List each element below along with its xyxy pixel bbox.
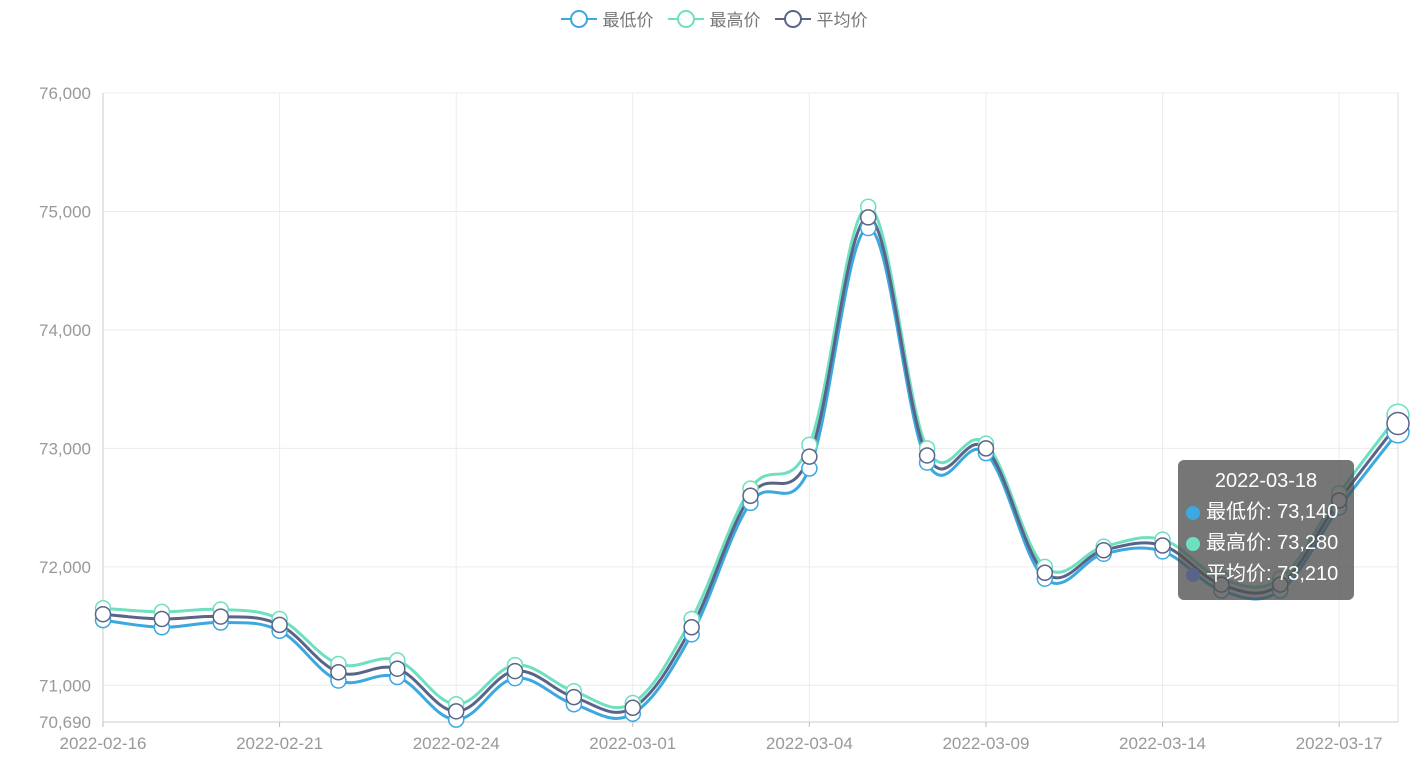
- x-tick-label: 2022-03-04: [766, 734, 853, 753]
- tooltip-high-value: 最高价: 73,280: [1206, 532, 1339, 554]
- y-tick-label: 72,000: [39, 558, 91, 577]
- data-point-2: [565, 688, 583, 706]
- legend-avg-label: 平均价: [816, 11, 868, 30]
- tooltip-high-dot-icon: [1186, 536, 1200, 551]
- data-point-2: [506, 662, 524, 680]
- data-point-2: [683, 618, 700, 636]
- data-point-2: [212, 608, 229, 625]
- y-tick-label: 74,000: [39, 321, 91, 340]
- data-point-2: [1154, 537, 1171, 554]
- tooltip-avg-value: 平均价: 73,210: [1206, 563, 1339, 585]
- legend-low-marker-icon: [560, 8, 597, 30]
- data-point-2: [94, 605, 112, 623]
- data-point-2: [859, 209, 877, 226]
- x-tick-label: 2022-02-24: [413, 734, 500, 753]
- series-line-1: [102, 205, 1400, 710]
- tooltip-low-value: 最低价: 73,140: [1206, 501, 1339, 523]
- data-point-2: [447, 703, 465, 720]
- tooltip-row-high: 最高价: 73,280: [1186, 528, 1346, 559]
- legend-high-marker-icon: [667, 8, 704, 30]
- x-tick-label: 2022-02-21: [236, 734, 323, 753]
- data-point-2: [742, 487, 759, 504]
- chart-tooltip: 2022-03-18 最低价: 73,140 最高价: 73,280 平均价: …: [1178, 460, 1354, 600]
- data-point-2: [330, 663, 347, 681]
- legend-avg-marker-icon: [774, 8, 811, 30]
- y-tick-label: 70,690: [39, 713, 91, 732]
- legend-high-label: 最高价: [709, 11, 761, 30]
- chart-legend: 最低价 最高价 平均价: [0, 6, 1428, 31]
- data-point-2: [1036, 564, 1054, 581]
- tooltip-avg-dot-icon: [1186, 567, 1200, 582]
- x-tick-label: 2022-03-01: [589, 734, 676, 753]
- legend-low-label: 最低价: [602, 11, 654, 30]
- x-tick-label: 2022-03-09: [942, 734, 1029, 753]
- y-tick-label: 76,000: [39, 84, 91, 103]
- data-point-2: [1386, 411, 1410, 436]
- x-tick-label: 2022-03-14: [1119, 734, 1206, 753]
- data-point-2: [153, 610, 171, 628]
- data-point-2: [624, 699, 642, 717]
- x-tick-label: 2022-02-16: [60, 734, 147, 753]
- y-tick-label: 73,000: [39, 439, 91, 458]
- data-point-2: [977, 440, 995, 457]
- data-point-2: [1095, 541, 1112, 559]
- legend-item-avg[interactable]: 平均价: [774, 6, 868, 31]
- tooltip-low-dot-icon: [1186, 505, 1200, 520]
- tooltip-row-low: 最低价: 73,140: [1186, 497, 1346, 528]
- x-tick-label: 2022-03-17: [1296, 734, 1383, 753]
- data-point-2: [389, 660, 406, 677]
- tooltip-date: 2022-03-18: [1214, 470, 1318, 492]
- legend-item-high[interactable]: 最高价: [667, 6, 761, 31]
- data-point-2: [801, 448, 818, 465]
- y-tick-label: 75,000: [39, 202, 91, 221]
- data-point-2: [271, 616, 288, 634]
- legend-item-low[interactable]: 最低价: [560, 6, 654, 31]
- data-point-2: [918, 447, 936, 464]
- y-tick-label: 71,000: [39, 676, 91, 695]
- tooltip-row-avg: 平均价: 73,210: [1186, 559, 1346, 590]
